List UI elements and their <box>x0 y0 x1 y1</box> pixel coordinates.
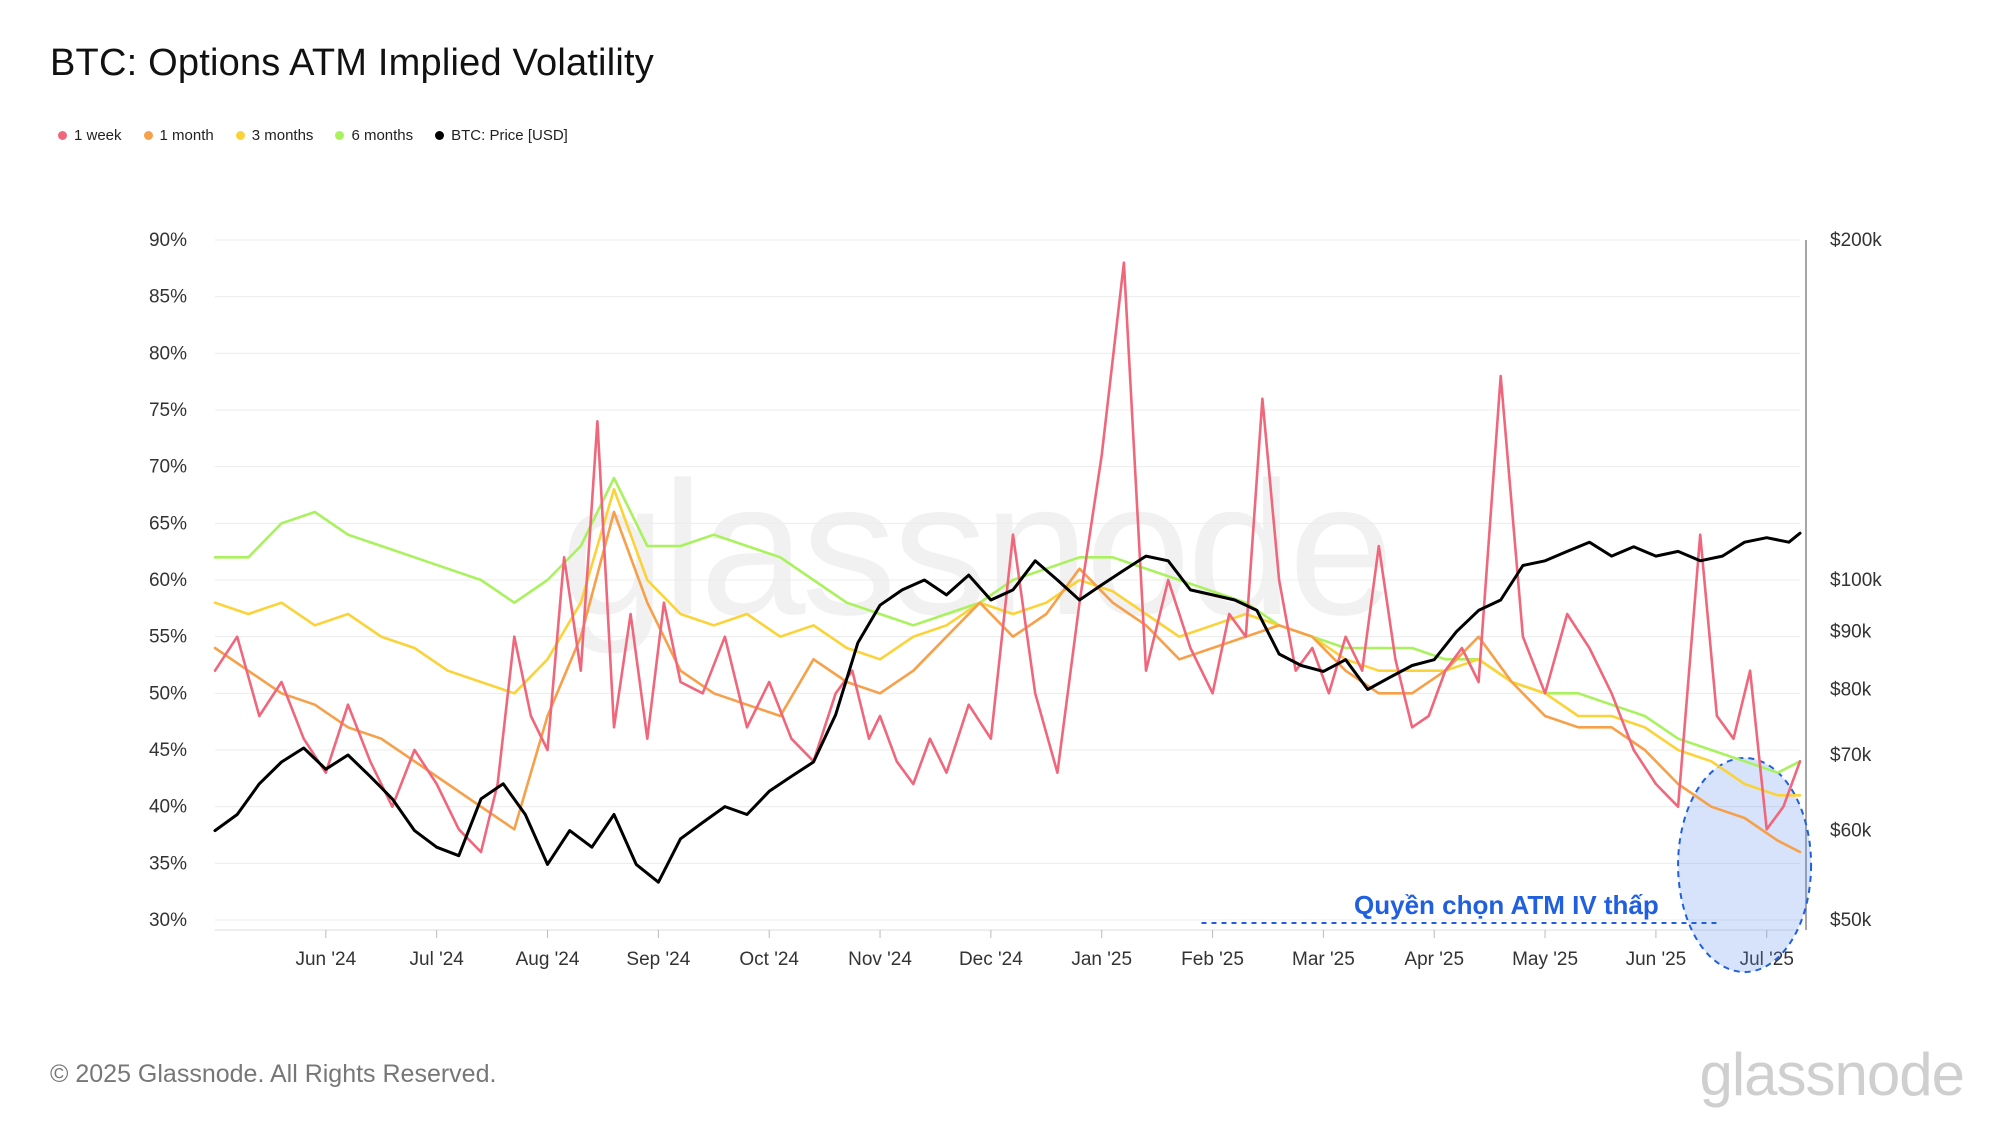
y-tick-label: 85% <box>149 287 187 308</box>
y2-tick-label: $100k <box>1830 570 1882 591</box>
y2-tick-label: $50k <box>1830 910 1872 931</box>
x-tick-label: Mar '25 <box>1292 949 1355 970</box>
x-tick-label: Nov '24 <box>848 949 912 970</box>
y-tick-label: 40% <box>149 797 187 818</box>
legend-item-btc-price[interactable]: BTC: Price [USD] <box>435 127 568 144</box>
annotation-low-atm-iv: Quyền chọn ATM IV thấp <box>1354 890 1659 920</box>
series-line-1-month <box>213 510 1802 854</box>
x-tick-label: Aug '24 <box>516 949 580 970</box>
legend-item-6-months[interactable]: 6 months <box>335 127 413 144</box>
y-tick-label: 35% <box>149 853 187 874</box>
x-tick-label: Jan '25 <box>1071 949 1132 970</box>
y-tick-label: 30% <box>149 910 187 931</box>
x-tick-label: Oct '24 <box>739 949 799 970</box>
y-tick-label: 90% <box>149 230 187 251</box>
y2-tick-label: $80k <box>1830 679 1872 700</box>
y2-tick-label: $60k <box>1830 821 1872 842</box>
y-tick-label: 80% <box>149 343 187 364</box>
legend-dot-1-month <box>143 131 153 140</box>
x-tick-label: Jun '24 <box>295 949 356 970</box>
series-line-btc-price-usd <box>213 531 1802 884</box>
legend-label-1-month: 1 month <box>159 127 214 144</box>
y2-tick-label: $90k <box>1830 622 1872 643</box>
y-tick-label: 50% <box>149 683 187 704</box>
y-tick-label: 75% <box>149 400 187 421</box>
y-tick-label: 65% <box>149 513 187 534</box>
x-tick-label: May '25 <box>1512 949 1578 970</box>
y2-tick-label: $70k <box>1830 745 1872 766</box>
x-tick-label: Jul '25 <box>1740 949 1794 970</box>
y-tick-label: 70% <box>149 457 187 478</box>
x-tick-label: Apr '25 <box>1404 949 1464 970</box>
legend-dot-1-week <box>58 131 67 140</box>
x-tick-label: Jul '24 <box>410 949 465 970</box>
copyright-footer: © 2025 Glassnode. All Rights Reserved. <box>50 1060 497 1088</box>
chart-title: BTC: Options ATM Implied Volatility <box>50 42 654 84</box>
legend-label-btc-price: BTC: Price [USD] <box>451 127 568 144</box>
legend-dot-btc-price <box>435 131 445 140</box>
series-line-1-week <box>213 261 1802 854</box>
x-tick-label: Sep '24 <box>626 949 690 970</box>
legend-label-1-week: 1 week <box>74 127 122 144</box>
legend-dot-6-months <box>335 131 345 140</box>
series-line-6-months <box>213 476 1802 774</box>
legend: 1 week 1 month 3 months 6 months BTC: Pr… <box>58 127 568 144</box>
brand-logo: glassnode <box>1699 1041 1965 1108</box>
series-line-3-months <box>213 488 1802 797</box>
y2-tick-label: $200k <box>1830 230 1882 251</box>
legend-label-6-months: 6 months <box>351 127 414 144</box>
legend-item-3-months[interactable]: 3 months <box>235 127 314 144</box>
legend-item-1-month[interactable]: 1 month <box>143 127 214 144</box>
y-tick-label: 45% <box>149 740 187 761</box>
y-tick-label: 55% <box>149 627 187 648</box>
y-tick-label: 60% <box>149 570 187 591</box>
legend-label-3-months: 3 months <box>251 127 314 144</box>
x-tick-label: Feb '25 <box>1181 949 1244 970</box>
x-tick-label: Jun '25 <box>1626 949 1687 970</box>
legend-dot-3-months <box>235 131 245 140</box>
legend-item-1-week[interactable]: 1 week <box>58 127 122 144</box>
highlight-ellipse <box>1677 757 1813 973</box>
x-tick-label: Dec '24 <box>959 949 1023 970</box>
